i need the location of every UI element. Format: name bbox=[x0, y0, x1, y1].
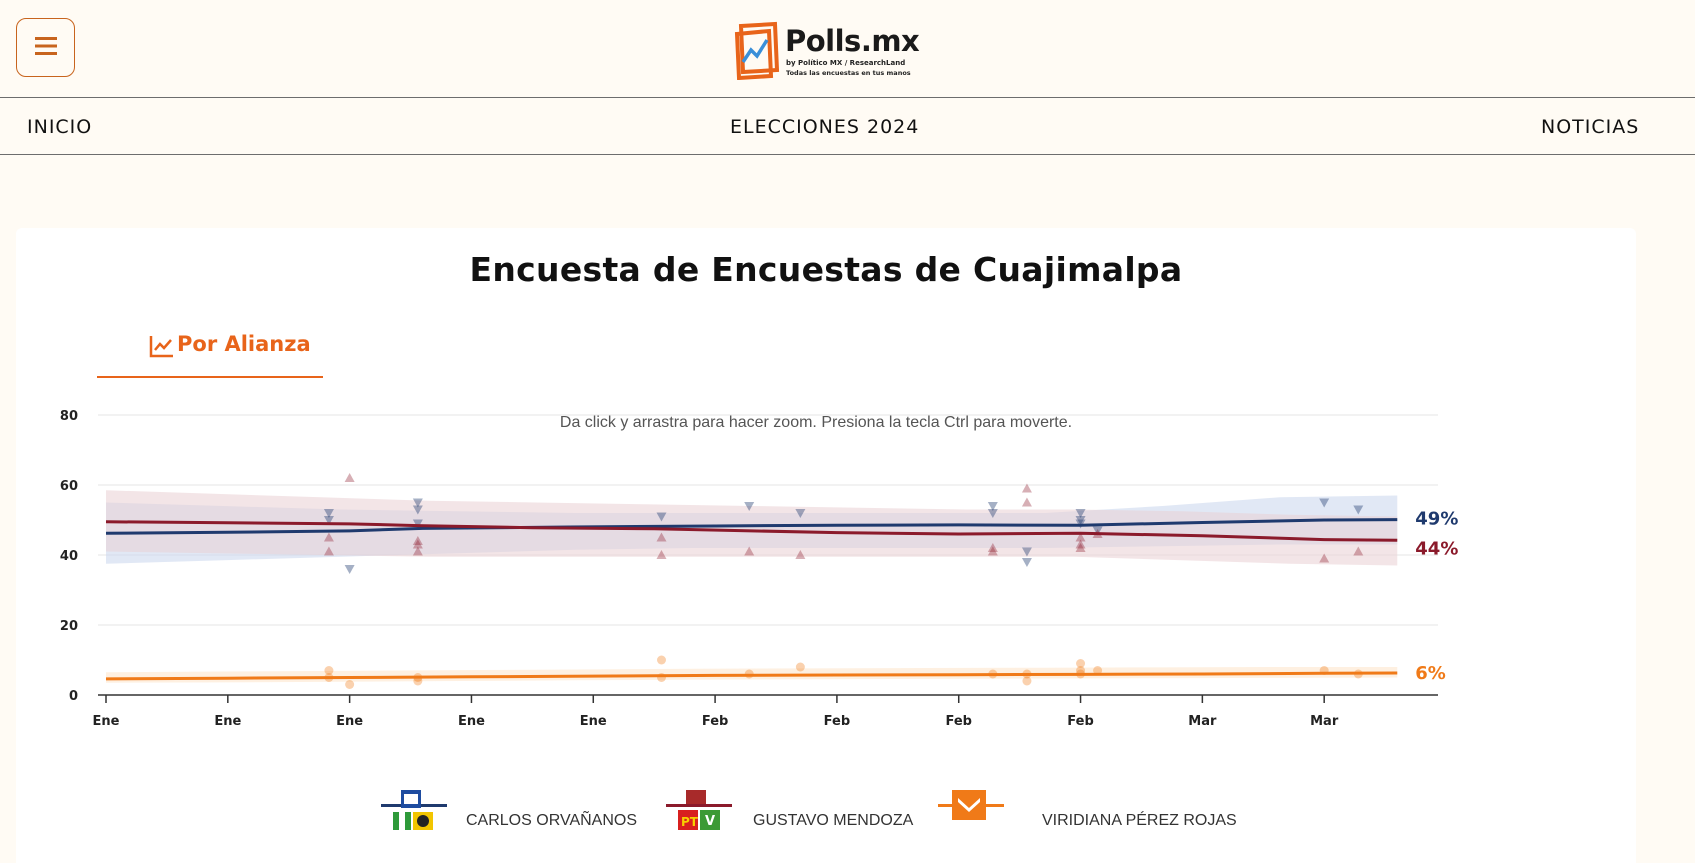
y-tick-label: 40 bbox=[60, 549, 78, 564]
poll-point bbox=[1021, 558, 1032, 567]
poll-point bbox=[795, 550, 806, 559]
poll-point bbox=[323, 546, 334, 556]
y-tick-label: 0 bbox=[69, 689, 78, 704]
poll-point bbox=[344, 565, 355, 574]
legend-label: CARLOS ORVAÑANOS bbox=[466, 812, 638, 829]
poll-point bbox=[323, 509, 334, 518]
logo-tagline: Todas las encuestas en tus manos bbox=[786, 69, 911, 77]
x-tick-label: Ene bbox=[93, 714, 120, 729]
confidence-band bbox=[106, 490, 1398, 566]
poll-point bbox=[1021, 497, 1032, 507]
top-header: Polls.mx by Político MX / ResearchLand T… bbox=[0, 0, 1695, 98]
x-tick-label: Ene bbox=[580, 714, 607, 729]
legend-item-viridiana[interactable]: VIRIDIANA PÉREZ ROJAS bbox=[938, 788, 1258, 830]
poll-point bbox=[344, 473, 355, 482]
logo-name: Polls.mx bbox=[785, 24, 920, 58]
svg-text:V: V bbox=[705, 814, 715, 829]
poll-point bbox=[412, 505, 423, 515]
poll-point bbox=[987, 502, 998, 511]
svg-text:PT: PT bbox=[681, 815, 699, 829]
poll-card: Encuesta de Encuestas de Cuajimalpa Por … bbox=[16, 228, 1636, 863]
poll-point bbox=[1076, 659, 1086, 668]
trend-line bbox=[105, 671, 1398, 681]
nav-item-inicio[interactable]: INICIO bbox=[27, 116, 93, 138]
poll-point bbox=[1092, 526, 1103, 536]
trend-line bbox=[105, 520, 1398, 542]
poll-chart[interactable]: 0 20 40 60 80 Ene Ene Ene Ene Ene Feb Feb Feb Feb Mar M… bbox=[16, 228, 1636, 863]
poll-point bbox=[744, 546, 755, 556]
poll-point bbox=[413, 676, 423, 686]
tab-label: Por Alianza bbox=[177, 332, 311, 356]
x-tick-label: Ene bbox=[214, 714, 241, 729]
x-tick-label: Feb bbox=[945, 714, 971, 729]
poll-point bbox=[1075, 532, 1086, 542]
poll-point bbox=[795, 662, 805, 672]
main-nav: INICIO ELECCIONES 2024 NOTICIAS bbox=[0, 98, 1695, 155]
poll-point bbox=[656, 512, 667, 522]
poll-point bbox=[1093, 666, 1103, 675]
chart-zoom-hint: Da click y arrastra para hacer zoom. Pre… bbox=[559, 414, 1073, 431]
poll-point bbox=[1021, 547, 1032, 557]
poll-point bbox=[323, 516, 334, 525]
poll-point bbox=[987, 546, 998, 556]
poll-point bbox=[324, 666, 334, 675]
hamburger-icon bbox=[33, 35, 59, 61]
y-tick-label: 80 bbox=[60, 409, 78, 424]
y-tick-label: 20 bbox=[60, 619, 78, 634]
polls-mx-logo[interactable]: Polls.mx by Político MX / ResearchLand T… bbox=[733, 18, 923, 80]
poll-point bbox=[987, 509, 998, 518]
x-tick-label: Feb bbox=[824, 714, 850, 729]
series-end-label: 44% bbox=[1415, 538, 1458, 559]
poll-point bbox=[795, 509, 806, 518]
tab-underline bbox=[97, 376, 323, 378]
trend-line bbox=[105, 518, 1398, 535]
poll-point bbox=[1075, 543, 1086, 552]
poll-point bbox=[1075, 516, 1086, 525]
legend-label: GUSTAVO MENDOZA bbox=[753, 812, 914, 829]
x-tick-label: Ene bbox=[458, 714, 485, 729]
legend-label: VIRIDIANA PÉREZ ROJAS bbox=[1042, 812, 1237, 829]
series-end-label: 49% bbox=[1415, 509, 1458, 530]
poll-point bbox=[412, 519, 423, 529]
poll-point bbox=[744, 502, 755, 511]
series-end-label: 6% bbox=[1415, 663, 1446, 684]
poll-point bbox=[1022, 676, 1032, 686]
x-tick-label: Ene bbox=[336, 714, 363, 729]
poll-point bbox=[412, 546, 423, 556]
menu-button[interactable] bbox=[16, 18, 75, 77]
poll-point bbox=[345, 680, 355, 689]
poll-point bbox=[1319, 553, 1330, 563]
poll-point bbox=[1075, 509, 1086, 518]
poll-point bbox=[323, 532, 334, 542]
y-tick-label: 60 bbox=[60, 479, 78, 494]
x-tick-label: Feb bbox=[702, 714, 728, 729]
tab-por-alianza[interactable]: Por Alianza bbox=[97, 320, 323, 380]
poll-point bbox=[412, 498, 423, 508]
poll-point bbox=[1353, 505, 1364, 515]
poll-point bbox=[1021, 483, 1032, 493]
poll-point bbox=[412, 539, 423, 549]
poll-point bbox=[1076, 666, 1086, 675]
nav-item-elecciones-2024[interactable]: ELECCIONES 2024 bbox=[730, 116, 920, 138]
nav-item-noticias[interactable]: NOTICIAS bbox=[1541, 116, 1640, 138]
poll-point bbox=[1353, 546, 1364, 556]
legend-item-carlos[interactable]: CARLOS ORVAÑANOS bbox=[381, 788, 661, 830]
poll-point bbox=[656, 532, 667, 542]
page-title: Encuesta de Encuestas de Cuajimalpa bbox=[469, 250, 1183, 289]
legend-item-gustavo[interactable]: PT V GUSTAVO MENDOZA bbox=[666, 788, 926, 830]
x-tick-label: Feb bbox=[1067, 714, 1093, 729]
poll-point bbox=[656, 550, 667, 559]
x-tick-label: Mar bbox=[1188, 714, 1217, 729]
x-tick-label: Mar bbox=[1310, 714, 1339, 729]
poll-point bbox=[412, 536, 423, 545]
logo-byline: by Político MX / ResearchLand bbox=[786, 59, 906, 67]
poll-point bbox=[656, 655, 666, 665]
poll-point bbox=[1075, 539, 1086, 549]
poll-point bbox=[1319, 498, 1330, 508]
poll-point bbox=[987, 543, 998, 552]
